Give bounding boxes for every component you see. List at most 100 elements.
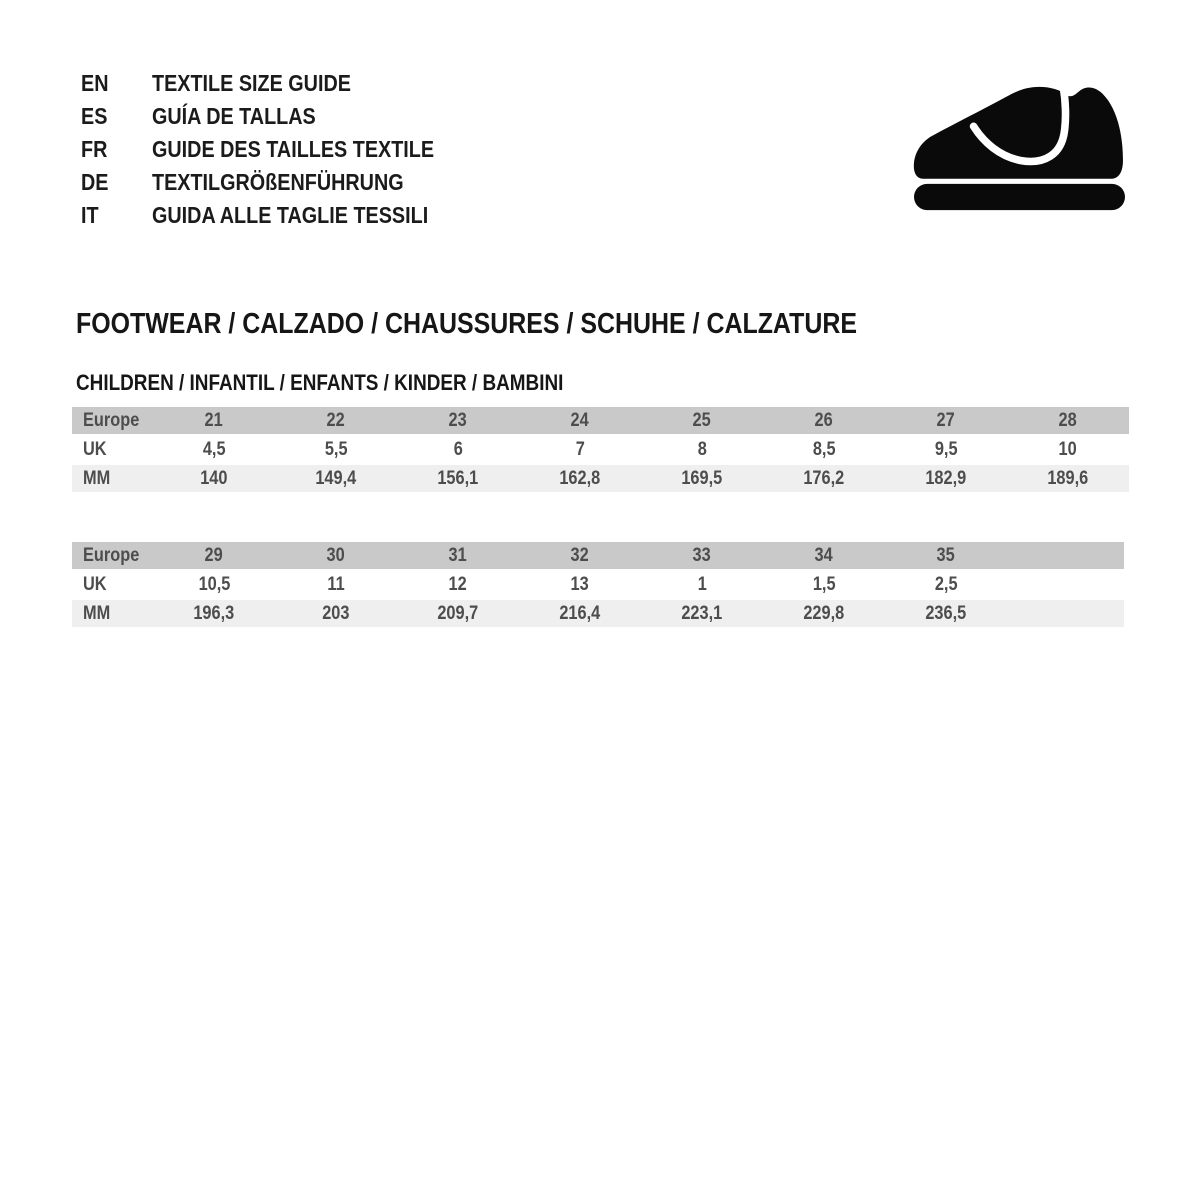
size-table-cell-text: 32	[570, 544, 590, 566]
size-table-cell: 8,5	[763, 436, 885, 465]
size-table-cell: 10,5	[153, 571, 275, 600]
size-table-cell: 149,4	[275, 465, 397, 494]
size-table-row-label: MM	[72, 465, 153, 494]
size-table-cell: 1,5	[763, 571, 885, 600]
size-table-cell-text: 11	[327, 573, 345, 595]
language-label-text: TEXTILGRÖßENFÜHRUNG	[152, 169, 404, 195]
size-table-children-29-35: Europe 29 30 31 32 33 34 35 UK 10,5 11 12 13 1 1,5 2,5 M…	[72, 542, 1124, 629]
size-table-cell-text: 30	[326, 544, 346, 566]
size-table-cell-text: 203	[322, 602, 350, 624]
language-code: ES	[81, 103, 152, 130]
size-table-cell-text: 5,5	[324, 438, 348, 460]
size-table-cell: 209,7	[397, 600, 519, 629]
size-table-cell: 203	[275, 600, 397, 629]
size-table-cell-text: 236,5	[925, 602, 967, 624]
language-code: FR	[81, 136, 152, 163]
size-table-row-label-text: MM	[83, 467, 111, 489]
size-table-cell-text: 189,6	[1047, 467, 1089, 489]
size-table-cell: 7	[519, 436, 641, 465]
size-table-cell: 229,8	[763, 600, 885, 629]
size-table-cell: 216,4	[519, 600, 641, 629]
language-label: GUIDA ALLE TAGLIE TESSILI	[152, 202, 480, 229]
size-table-cell-text: 162,8	[559, 467, 601, 489]
size-table-cell-text: 34	[814, 544, 834, 566]
size-table-filler-cell	[1007, 600, 1124, 629]
language-code: IT	[81, 202, 152, 229]
size-table-cell-text: 216,4	[559, 602, 601, 624]
size-table-cell: 22	[275, 407, 397, 436]
size-table-cell-text: 229,8	[803, 602, 845, 624]
size-table-filler-cell	[1007, 571, 1124, 600]
baby-shoe-icon	[913, 84, 1127, 214]
size-table-cell-text: 29	[204, 544, 224, 566]
language-row-fr: FR GUIDE DES TAILLES TEXTILE	[81, 133, 480, 166]
section-subtitle: CHILDREN / INFANTIL / ENFANTS / KINDER /…	[76, 371, 643, 395]
size-table-cell-text: 23	[448, 409, 468, 431]
size-table-row-label: UK	[72, 571, 153, 600]
size-table-cell: 189,6	[1007, 465, 1129, 494]
language-code-text: FR	[81, 136, 108, 162]
size-table-cell: 33	[641, 542, 763, 571]
size-table-cell: 11	[275, 571, 397, 600]
language-code-text: EN	[81, 70, 109, 96]
language-label-text: TEXTILE SIZE GUIDE	[152, 70, 351, 96]
size-table-cell-text: 33	[692, 544, 712, 566]
size-table-uk-row: UK 10,5 11 12 13 1 1,5 2,5	[72, 571, 1124, 600]
size-table-cell: 32	[519, 542, 641, 571]
size-table-cell-text: 8,5	[812, 438, 836, 460]
language-code-text: IT	[81, 202, 99, 228]
size-table-cell-text: 27	[936, 409, 956, 431]
size-table-mm-row: MM 140 149,4 156,1 162,8 169,5 176,2 182,9 189,6	[72, 465, 1129, 494]
size-table-cell: 29	[153, 542, 275, 571]
size-table-row-label-text: UK	[83, 438, 107, 460]
size-table-row-label-text: Europe	[83, 544, 140, 566]
size-table-cell-text: 4,5	[202, 438, 226, 460]
size-table-cell: 176,2	[763, 465, 885, 494]
size-table-cell-text: 156,1	[437, 467, 479, 489]
language-label-text: GUIDA ALLE TAGLIE TESSILI	[152, 202, 429, 228]
size-table-cell-text: 149,4	[315, 467, 357, 489]
size-table-cell-text: 7	[575, 438, 585, 460]
size-table-cell-text: 10,5	[198, 573, 230, 595]
language-label: TEXTILE SIZE GUIDE	[152, 70, 480, 97]
size-table-filler-cell	[1007, 542, 1124, 571]
size-table-cell: 31	[397, 542, 519, 571]
size-table-cell-text: 6	[453, 438, 463, 460]
section-title-text: FOOTWEAR / CALZADO / CHAUSSURES / SCHUHE…	[76, 308, 857, 340]
size-table-row-label: Europe	[72, 407, 153, 436]
size-table-cell: 23	[397, 407, 519, 436]
size-table-cell: 25	[641, 407, 763, 436]
size-table-cell-text: 140	[200, 467, 228, 489]
size-table-cell: 223,1	[641, 600, 763, 629]
size-table-cell-text: 8	[697, 438, 707, 460]
language-label: GUIDE DES TAILLES TEXTILE	[152, 136, 480, 163]
language-label: TEXTILGRÖßENFÜHRUNG	[152, 169, 480, 196]
language-code-text: DE	[81, 169, 109, 195]
size-table-cell: 156,1	[397, 465, 519, 494]
size-table-cell: 236,5	[885, 600, 1007, 629]
size-table-cell-text: 24	[570, 409, 590, 431]
size-table-cell: 162,8	[519, 465, 641, 494]
size-table-cell: 34	[763, 542, 885, 571]
size-table-cell-text: 176,2	[803, 467, 845, 489]
size-table-cell: 13	[519, 571, 641, 600]
size-table-row-label: UK	[72, 436, 153, 465]
size-table-cell-text: 28	[1058, 409, 1078, 431]
language-label-text: GUÍA DE TALLAS	[152, 103, 316, 129]
size-table-row-label: Europe	[72, 542, 153, 571]
language-guide-list: EN TEXTILE SIZE GUIDE ES GUÍA DE TALLAS …	[81, 67, 480, 232]
size-table-cell: 35	[885, 542, 1007, 571]
size-table-cell-text: 31	[448, 544, 468, 566]
size-table-cell: 8	[641, 436, 763, 465]
language-label: GUÍA DE TALLAS	[152, 103, 480, 130]
size-table-cell-text: 22	[326, 409, 346, 431]
size-table-cell-text: 12	[448, 573, 468, 595]
size-table-mm-row: MM 196,3 203 209,7 216,4 223,1 229,8 236,5	[72, 600, 1124, 629]
size-table-cell: 12	[397, 571, 519, 600]
size-table-cell: 10	[1007, 436, 1129, 465]
size-table-cell-text: 21	[204, 409, 224, 431]
language-code-text: ES	[81, 103, 108, 129]
size-table-cell-text: 25	[692, 409, 712, 431]
size-table-cell: 24	[519, 407, 641, 436]
